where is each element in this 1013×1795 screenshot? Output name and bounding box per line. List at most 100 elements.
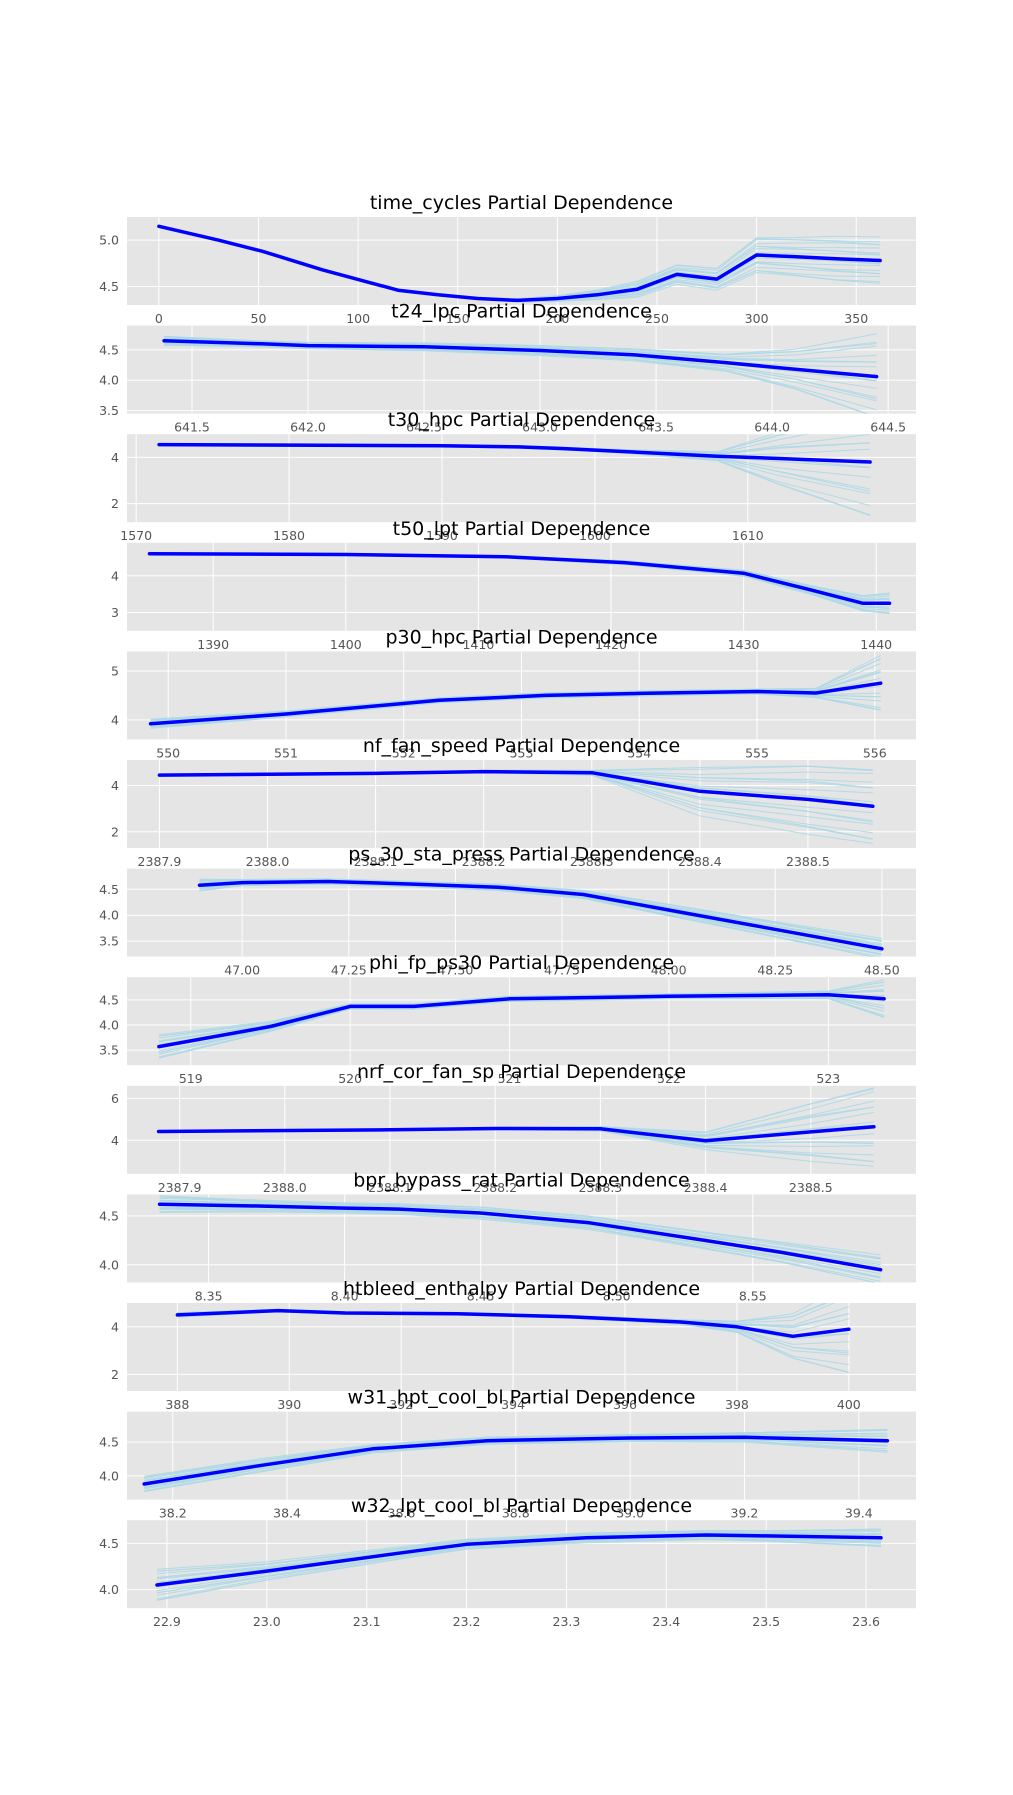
x-tick-label: 1400	[330, 637, 362, 652]
x-tick-label: 388	[165, 1397, 189, 1412]
subplot-title: time_cycles Partial Dependence	[370, 192, 673, 214]
partial-dependence-line	[157, 993, 886, 1049]
x-tick-label: 2387.9	[158, 1180, 202, 1195]
subplot-5: 550 551 552 553 554 555 556 4 5	[111, 651, 916, 760]
partial-dependence-line	[157, 769, 875, 809]
partial-dependence-line	[148, 681, 883, 726]
x-tick-label: 641.5	[174, 420, 210, 435]
y-tick-label: 4	[111, 1133, 119, 1148]
y-tick-label: 2	[111, 824, 119, 839]
x-tick-label: 2388.4	[678, 854, 722, 869]
subplot-4: 1390 1400 1410 1420 1430 1440 3 4	[111, 542, 916, 652]
x-tick-label: 300	[745, 311, 769, 326]
x-tick-label: 392	[389, 1397, 413, 1412]
x-tick-label: 555	[745, 745, 769, 760]
x-tick-label: 23.1	[353, 1614, 381, 1629]
partial-dependence-line	[162, 339, 879, 379]
x-tick-label: 644.5	[870, 420, 906, 435]
x-tick-label: 23.3	[553, 1614, 581, 1629]
x-tick-label: 47.75	[544, 963, 580, 978]
y-tick-label: 3.5	[99, 934, 119, 949]
x-tick-label: 23.6	[852, 1614, 880, 1629]
subplot-title: nrf_cor_fan_sp Partial Dependence	[357, 1061, 686, 1083]
x-tick-label: 2387.9	[138, 854, 182, 869]
subplot-13: 22.9 23.0 23.1 23.2 23.3 23.4 23.5 23.6 4.0 4.5	[99, 1520, 916, 1629]
subplot-title: htbleed_enthalpy Partial Dependence	[343, 1278, 700, 1300]
x-tick-label: 2388.0	[263, 1180, 307, 1195]
x-tick-label: 1580	[273, 528, 305, 543]
subplot-title: ps_30_sta_press Partial Dependence	[348, 844, 694, 866]
y-tick-label: 4.5	[99, 1536, 119, 1551]
x-tick-label: 394	[501, 1397, 525, 1412]
x-tick-label: 23.4	[652, 1614, 680, 1629]
x-tick-label: 643.5	[638, 420, 674, 435]
x-tick-label: 642.0	[290, 420, 326, 435]
partial-dependence-line	[157, 442, 872, 464]
y-tick-label: 4.0	[99, 373, 119, 388]
y-tick-label: 2	[111, 1367, 119, 1382]
x-tick-label: 2388.5	[789, 1180, 833, 1195]
x-tick-label: 523	[816, 1071, 840, 1086]
x-tick-label: 2388.3	[570, 854, 614, 869]
partial-dependence-line	[156, 1124, 876, 1143]
y-tick-label: 4.5	[99, 342, 119, 357]
x-tick-label: 2388.1	[354, 854, 398, 869]
x-tick-label: 552	[392, 745, 416, 760]
partial-dependence-line	[157, 1202, 883, 1272]
x-tick-label: 23.5	[752, 1614, 780, 1629]
subplot-title: t24_lpc Partial Dependence	[391, 301, 652, 323]
ice-line	[164, 333, 877, 355]
subplot-title: w31_hpt_cool_bl Partial Dependence	[348, 1387, 696, 1409]
subplot-title: t30_hpc Partial Dependence	[388, 409, 656, 431]
x-tick-label: 2388.2	[473, 1180, 517, 1195]
x-tick-label: 400	[837, 1397, 861, 1412]
x-tick-label: 554	[627, 745, 651, 760]
x-tick-label: 47.50	[437, 963, 473, 978]
x-tick-label: 1390	[197, 637, 229, 652]
x-tick-label: 47.00	[224, 963, 260, 978]
x-tick-label: 200	[545, 311, 569, 326]
x-tick-label: 23.2	[453, 1614, 481, 1629]
x-tick-label: 38.8	[502, 1506, 530, 1521]
ice-line	[158, 979, 885, 1036]
x-tick-label: 521	[498, 1071, 522, 1086]
y-tick-label: 4	[111, 712, 119, 727]
x-tick-label: 47.25	[331, 963, 367, 978]
subplot-11: 388 390 392 394 396 398 400 2 4	[111, 1303, 916, 1412]
x-tick-label: 38.4	[273, 1506, 301, 1521]
plot-area	[127, 434, 916, 523]
x-tick-label: 2388.4	[684, 1180, 728, 1195]
y-tick-label: 3	[111, 605, 119, 620]
x-tick-label: 1420	[595, 637, 627, 652]
x-tick-label: 398	[725, 1397, 749, 1412]
subplot-title: phi_fp_ps30 Partial Dependence	[369, 952, 674, 974]
y-tick-label: 4.5	[99, 1435, 119, 1450]
ice-line	[150, 654, 881, 720]
subplot-title: nf_fan_speed Partial Dependence	[363, 735, 680, 757]
subplot-title: p30_hpc Partial Dependence	[385, 626, 657, 648]
y-tick-label: 4	[111, 568, 119, 583]
subplot-2: 641.5 642.0 642.5 643.0 643.5 644.0 644.5 3.5 4.…	[99, 325, 916, 435]
x-tick-label: 8.45	[467, 1288, 495, 1303]
y-tick-label: 5.0	[99, 233, 119, 248]
subplot-12: 38.2 38.4 38.6 38.8 39.0 39.2 39.4 4.0 4.5	[99, 1411, 916, 1521]
x-tick-label: 396	[613, 1397, 637, 1412]
x-tick-label: 644.0	[754, 420, 790, 435]
y-tick-label: 4	[111, 1319, 119, 1334]
x-tick-label: 8.40	[331, 1288, 359, 1303]
subplot-title: t50_lpt Partial Dependence	[393, 518, 651, 540]
partial-dependence-line	[175, 1308, 851, 1339]
x-tick-label: 2388.5	[786, 854, 830, 869]
x-tick-label: 1610	[732, 528, 764, 543]
y-tick-label: 4.5	[99, 992, 119, 1007]
x-tick-label: 556	[863, 745, 887, 760]
x-tick-label: 522	[657, 1071, 681, 1086]
partial-dependence-line	[142, 1435, 890, 1486]
x-tick-label: 100	[346, 311, 370, 326]
partial-dependence-line	[157, 224, 882, 303]
x-tick-label: 1570	[120, 528, 152, 543]
x-tick-label: 50	[251, 311, 267, 326]
x-tick-label: 48.50	[864, 963, 900, 978]
y-tick-label: 4.0	[99, 1017, 119, 1032]
x-tick-label: 8.35	[195, 1288, 223, 1303]
